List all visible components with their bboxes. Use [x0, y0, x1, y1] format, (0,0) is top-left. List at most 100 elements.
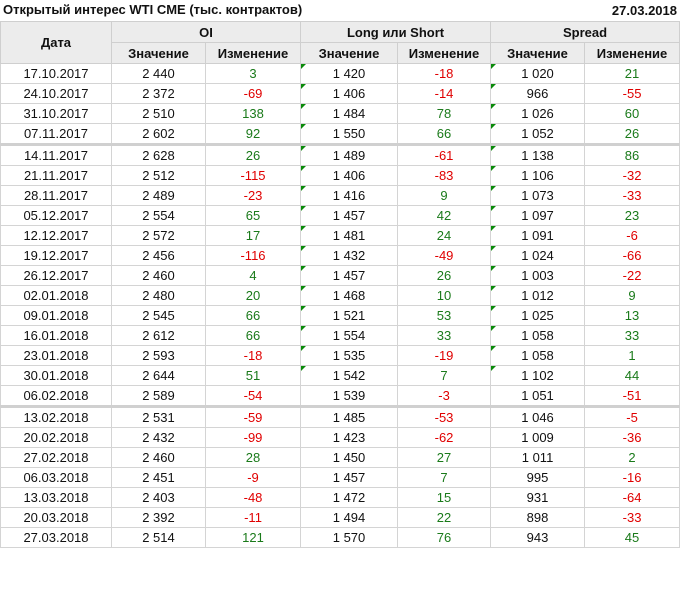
- cell-spread-value: 1 097: [490, 205, 586, 226]
- cell-text: 2 392: [142, 510, 175, 525]
- cell-oi-change: 138: [204, 103, 302, 124]
- header-spread-change: Изменение: [584, 42, 680, 64]
- cell-text: -69: [243, 86, 263, 101]
- cell-text: 10: [436, 288, 452, 303]
- cell-text: 1 484: [332, 106, 366, 121]
- cell-oi-change: -18: [204, 345, 302, 366]
- cell-spread-change: -33: [584, 507, 680, 528]
- cell-text: 1 052: [521, 126, 554, 141]
- comment-marker-icon: [491, 186, 497, 191]
- cell-spread-value: 943: [490, 527, 586, 548]
- cell-text: 995: [526, 470, 549, 485]
- cell-date: 26.12.2017: [0, 265, 112, 286]
- cell-oi-value: 2 572: [111, 225, 206, 246]
- cell-spread-change: -33: [584, 185, 680, 206]
- cell-oi-value: 2 372: [111, 83, 206, 104]
- cell-oi-value: 2 403: [111, 487, 206, 508]
- cell-spread-change: 1: [584, 345, 680, 366]
- table-row: 06.03.2018 2 451 -9 1 457 7 995 -16: [0, 467, 680, 488]
- cell-text: -18: [434, 66, 454, 81]
- comment-marker-icon: [301, 104, 307, 109]
- cell-text: -54: [243, 388, 263, 403]
- comment-marker-icon: [491, 84, 497, 89]
- cell-ls-value: 1 472: [300, 487, 399, 508]
- cell-date: 19.12.2017: [0, 245, 112, 266]
- cell-ls-change: 33: [397, 325, 492, 346]
- comment-marker-icon: [301, 286, 307, 291]
- cell-date: 16.01.2018: [0, 325, 112, 346]
- cell-oi-value: 2 432: [111, 427, 206, 448]
- cell-ls-change: -62: [397, 427, 492, 448]
- table-row: 28.11.2017 2 489 -23 1 416 9 1 073 -33: [0, 185, 680, 206]
- cell-oi-change: -48: [204, 487, 302, 508]
- cell-text: 51: [245, 368, 261, 383]
- cell-spread-value: 1 091: [490, 225, 586, 246]
- cell-ls-value: 1 489: [300, 143, 399, 166]
- table-row: 09.01.2018 2 545 66 1 521 53 1 025 13: [0, 305, 680, 326]
- cell-text: 2 372: [142, 86, 175, 101]
- cell-oi-change: -99: [204, 427, 302, 448]
- cell-ls-value: 1 416: [300, 185, 399, 206]
- cell-date: 06.03.2018: [0, 467, 112, 488]
- cell-oi-value: 2 545: [111, 305, 206, 326]
- header-long-short: Long или Short: [300, 21, 492, 43]
- header-ls-value: Значение: [300, 42, 399, 64]
- cell-oi-change: -116: [204, 245, 302, 266]
- cell-date: 20.03.2018: [0, 507, 112, 528]
- cell-text: 1 024: [521, 248, 554, 263]
- cell-spread-value: 1 138: [490, 143, 586, 166]
- cell-ls-change: 7: [397, 467, 492, 488]
- comment-marker-icon: [301, 186, 307, 191]
- cell-spread-change: -36: [584, 427, 680, 448]
- cell-date: 13.03.2018: [0, 487, 112, 508]
- cell-text: 2 451: [142, 470, 175, 485]
- table-row: 26.12.2017 2 460 4 1 457 26 1 003 -22: [0, 265, 680, 286]
- cell-text: 86: [624, 148, 640, 163]
- table-row: 31.10.2017 2 510 138 1 484 78 1 026 60: [0, 103, 680, 124]
- cell-text: 1 138: [521, 148, 554, 163]
- cell-spread-value: 1 025: [490, 305, 586, 326]
- cell-text: 2: [628, 450, 636, 465]
- cell-ls-change: 42: [397, 205, 492, 226]
- cell-text: -64: [622, 490, 642, 505]
- cell-ls-value: 1 406: [300, 165, 399, 186]
- cell-spread-change: 9: [584, 285, 680, 306]
- cell-text: -51: [622, 388, 642, 403]
- cell-spread-value: 1 073: [490, 185, 586, 206]
- cell-oi-change: 66: [204, 305, 302, 326]
- table-row: 12.12.2017 2 572 17 1 481 24 1 091 -6: [0, 225, 680, 246]
- cell-text: 2 432: [142, 430, 175, 445]
- cell-spread-change: -16: [584, 467, 680, 488]
- cell-text: 78: [436, 106, 452, 121]
- cell-ls-value: 1 406: [300, 83, 399, 104]
- cell-ls-value: 1 554: [300, 325, 399, 346]
- cell-text: 42: [436, 208, 452, 223]
- cell-text: 2 460: [142, 450, 175, 465]
- cell-date: 05.12.2017: [0, 205, 112, 226]
- cell-text: 1 046: [521, 410, 554, 425]
- header-spread-value: Значение: [490, 42, 586, 64]
- cell-ls-value: 1 423: [300, 427, 399, 448]
- cell-date: 24.10.2017: [0, 83, 112, 104]
- cell-text: 1 432: [332, 248, 366, 263]
- comment-marker-icon: [491, 146, 497, 151]
- comment-marker-icon: [491, 326, 497, 331]
- cell-ls-change: -83: [397, 165, 492, 186]
- cell-oi-change: 26: [204, 143, 302, 166]
- comment-marker-icon: [301, 124, 307, 129]
- cell-spread-value: 1 102: [490, 365, 586, 386]
- cell-ls-value: 1 550: [300, 123, 399, 145]
- cell-spread-change: 33: [584, 325, 680, 346]
- cell-text: 2 644: [142, 368, 175, 383]
- cell-text: 20: [245, 288, 261, 303]
- table-row: 13.03.2018 2 403 -48 1 472 15 931 -64: [0, 487, 680, 508]
- open-interest-table: Дата OI Long или Short Spread Значение И…: [0, 21, 680, 548]
- cell-text: 13: [624, 308, 640, 323]
- cell-oi-change: 17: [204, 225, 302, 246]
- cell-text: 931: [526, 490, 549, 505]
- cell-text: 138: [242, 106, 264, 121]
- cell-oi-change: -23: [204, 185, 302, 206]
- cell-date: 20.02.2018: [0, 427, 112, 448]
- cell-oi-value: 2 644: [111, 365, 206, 386]
- cell-text: -9: [247, 470, 259, 485]
